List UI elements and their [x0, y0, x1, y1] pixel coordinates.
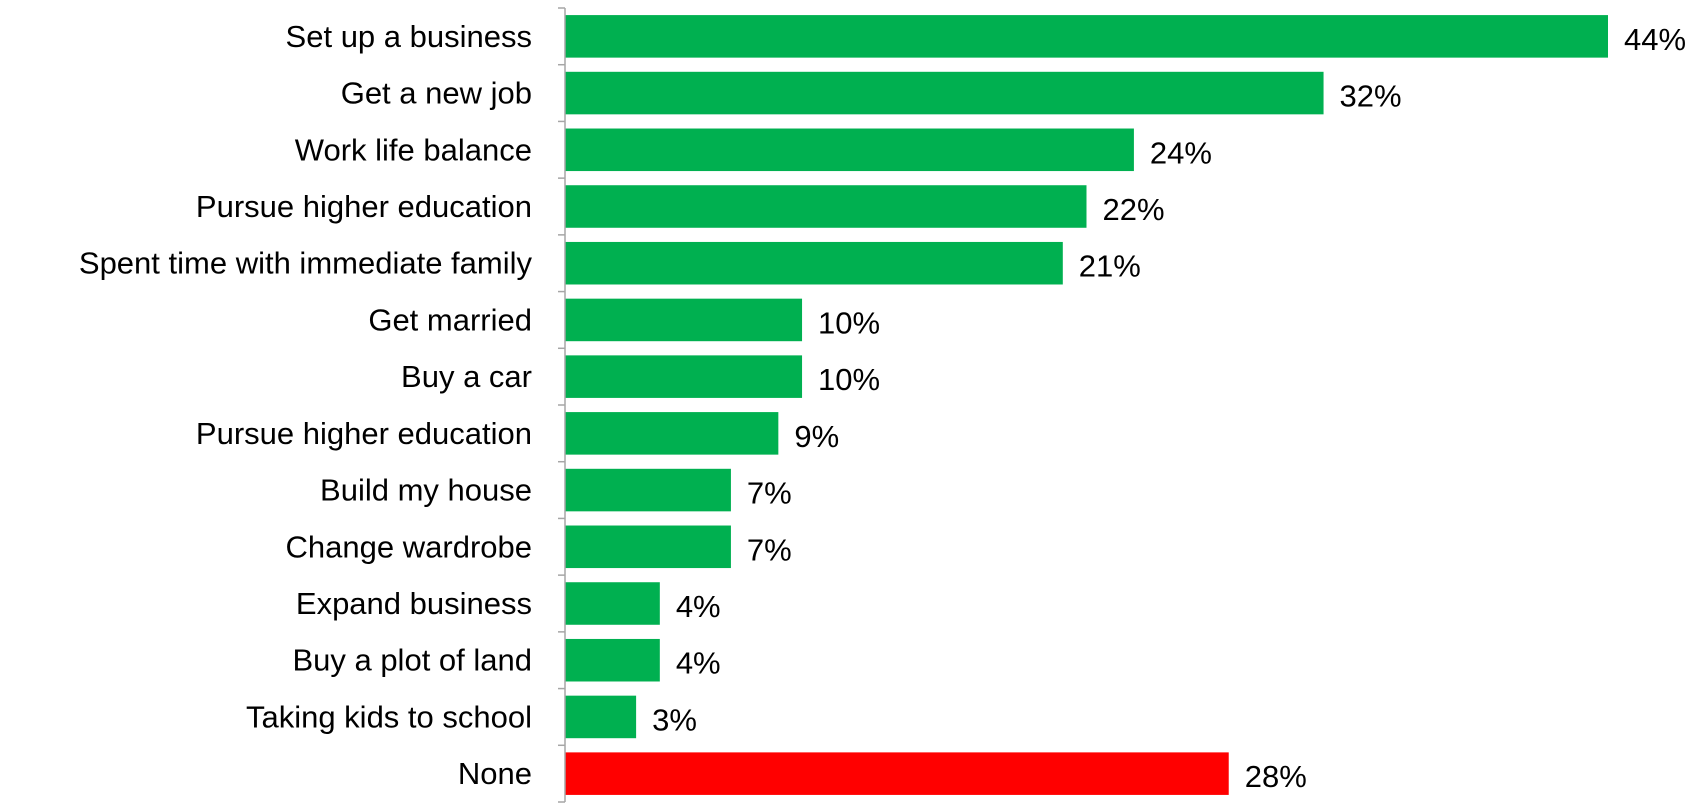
- bars-group: [565, 15, 1608, 795]
- category-label: Get married: [368, 302, 532, 337]
- bar: [565, 355, 803, 398]
- category-label: Pursue higher education: [196, 416, 532, 451]
- data-label: 24%: [1150, 135, 1212, 170]
- category-label: Build my house: [320, 473, 532, 508]
- bar: [565, 15, 1608, 58]
- category-label: Work life balance: [295, 132, 532, 167]
- category-label: None: [458, 756, 532, 791]
- bar: [565, 752, 1229, 795]
- data-label: 10%: [818, 362, 880, 397]
- data-label: 4%: [676, 589, 721, 624]
- category-label: Pursue higher education: [196, 189, 532, 224]
- bar: [565, 695, 637, 739]
- data-label: 9%: [794, 419, 839, 454]
- bar: [565, 468, 731, 512]
- category-labels-group: Set up a business Get a new job Work life …: [79, 19, 533, 791]
- data-label: 22%: [1103, 192, 1165, 227]
- bar: [565, 525, 731, 569]
- bar: [565, 638, 660, 682]
- category-label: Change wardrobe: [286, 529, 532, 564]
- category-label: Expand business: [296, 586, 532, 621]
- category-label: Spent time with immediate family: [79, 246, 533, 281]
- bar: [565, 582, 660, 625]
- bar: [565, 298, 803, 342]
- category-label: Taking kids to school: [246, 699, 532, 734]
- bar: [565, 185, 1087, 228]
- data-label: 4%: [676, 646, 721, 681]
- bar: [565, 241, 1063, 285]
- category-label: Get a new job: [341, 76, 532, 111]
- data-label: 3%: [652, 702, 697, 737]
- bar: [565, 128, 1134, 172]
- data-label: 32%: [1340, 79, 1402, 114]
- value-labels-group: 44%32%24%22%21%10%10%9%7%7%4%4%3%28%: [652, 22, 1686, 794]
- data-label: 10%: [818, 305, 880, 340]
- category-label: Buy a car: [401, 359, 532, 394]
- bar: [565, 71, 1324, 115]
- data-label: 44%: [1624, 22, 1686, 57]
- category-label: Set up a business: [286, 19, 532, 54]
- data-label: 7%: [747, 532, 792, 567]
- data-label: 28%: [1245, 759, 1307, 794]
- data-label: 7%: [747, 476, 792, 511]
- category-label: Buy a plot of land: [292, 643, 532, 678]
- bar: [565, 412, 779, 455]
- category-axis: [558, 7, 566, 803]
- data-label: 21%: [1079, 249, 1141, 284]
